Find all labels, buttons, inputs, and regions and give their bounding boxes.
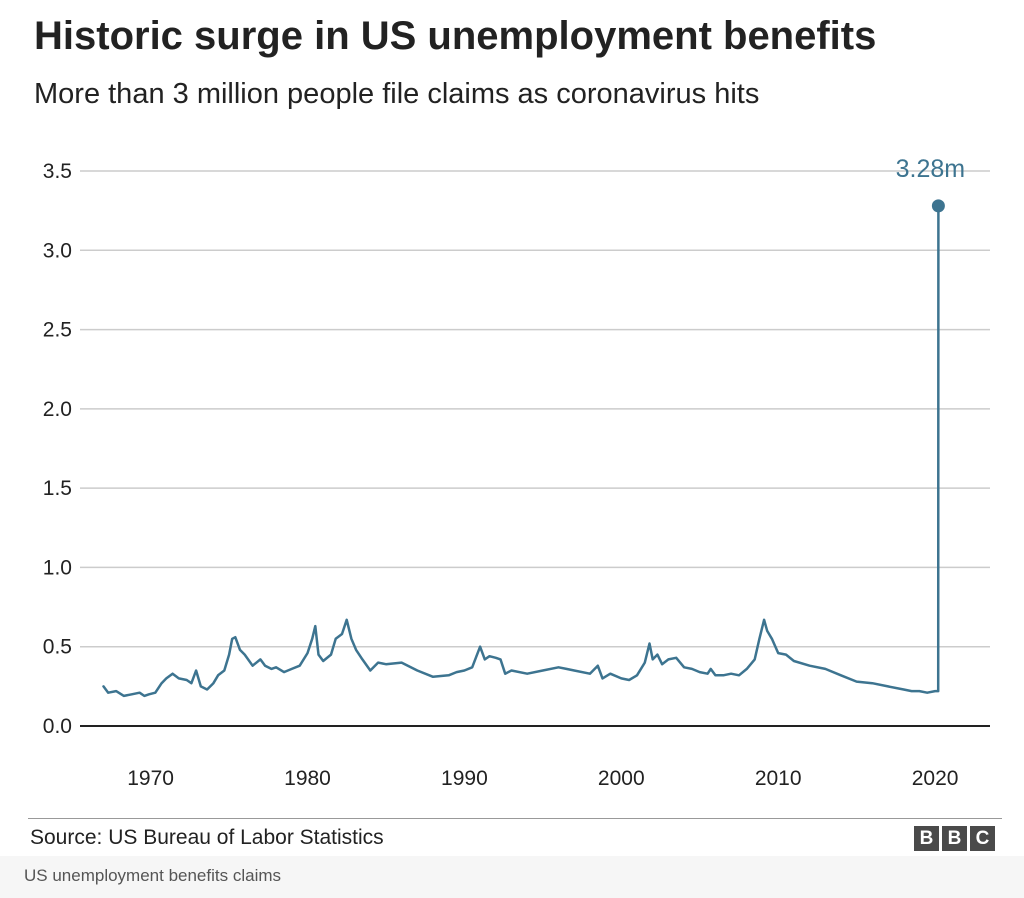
bbc-logo: B B C — [914, 826, 995, 851]
chart-title: Historic surge in US unemployment benefi… — [34, 14, 877, 58]
x-tick-label: 2000 — [598, 767, 645, 790]
x-tick-label: 2020 — [912, 767, 959, 790]
source-note: Source: US Bureau of Labor Statistics — [30, 826, 384, 849]
series-line — [102, 204, 940, 698]
series-group — [102, 204, 940, 698]
y-axis-ticks: 0.0 0.5 1.0 1.5 2.0 2.5 3.0 3.5 — [43, 160, 72, 738]
annotation-group: 3.28m — [896, 155, 965, 213]
y-tick-label: 2.5 — [43, 319, 72, 342]
x-axis-ticks: 1970 1980 1990 2000 2010 2020 — [127, 767, 958, 790]
x-tick-label: 1970 — [127, 767, 174, 790]
x-tick-label: 1980 — [284, 767, 331, 790]
logo-letter: B — [942, 826, 967, 851]
x-tick-label: 2010 — [755, 767, 802, 790]
data-point-marker — [931, 199, 945, 213]
logo-letter: B — [914, 826, 939, 851]
caption-bar — [0, 856, 1024, 898]
y-tick-label: 3.0 — [43, 239, 72, 262]
y-tick-label: 0.5 — [43, 636, 72, 659]
chart-subtitle: More than 3 million people file claims a… — [34, 78, 760, 110]
gridlines — [80, 170, 990, 648]
y-tick-label: 0.0 — [43, 715, 72, 738]
y-tick-label: 1.0 — [43, 556, 72, 579]
y-tick-label: 1.5 — [43, 477, 72, 500]
y-tick-label: 2.0 — [43, 398, 72, 421]
footer-divider — [28, 818, 1002, 819]
data-label: 3.28m — [896, 155, 965, 183]
image-caption: US unemployment benefits claims — [24, 866, 282, 885]
x-tick-label: 1990 — [441, 767, 488, 790]
y-tick-label: 3.5 — [43, 160, 72, 183]
logo-letter: C — [970, 826, 995, 851]
